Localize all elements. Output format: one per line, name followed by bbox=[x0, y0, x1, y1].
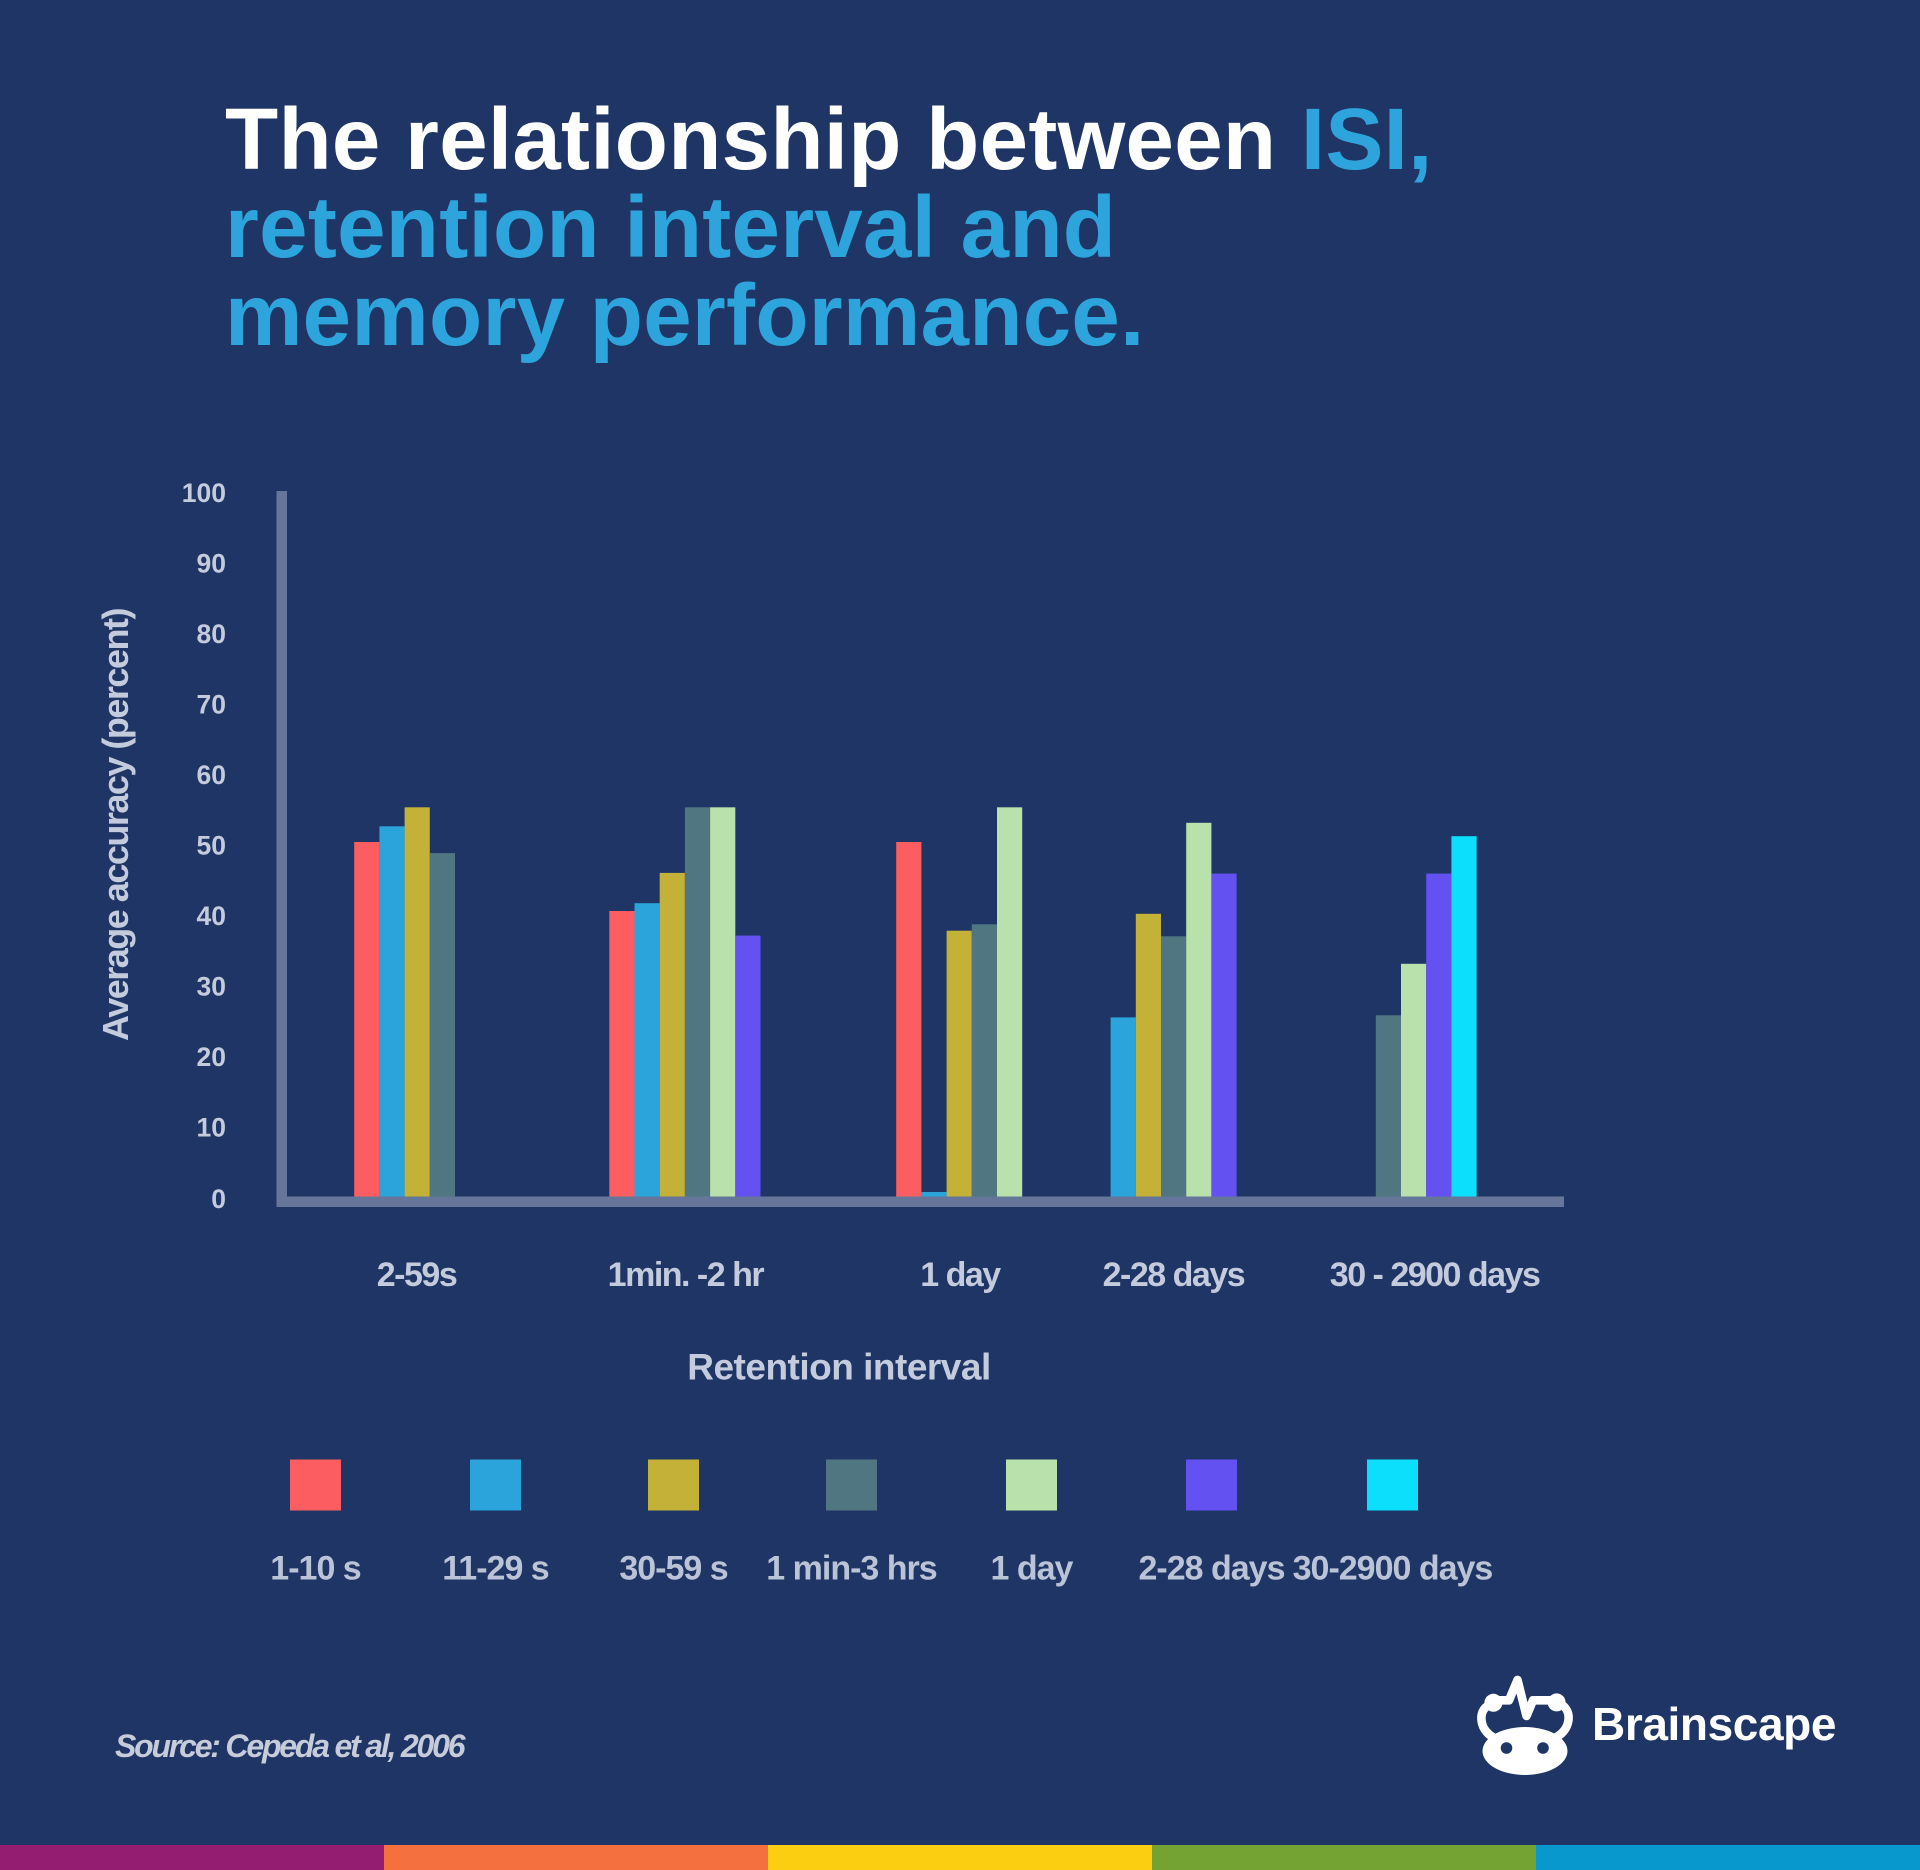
svg-text:1min. -2 hr: 1min. -2 hr bbox=[608, 1256, 765, 1294]
svg-text:Source: Cepeda et al, 2006: Source: Cepeda et al, 2006 bbox=[115, 1728, 466, 1764]
svg-text:Brainscape: Brainscape bbox=[1592, 1698, 1836, 1750]
svg-text:50: 50 bbox=[197, 831, 226, 861]
svg-text:11-29 s: 11-29 s bbox=[442, 1550, 549, 1588]
svg-text:30: 30 bbox=[197, 972, 226, 1002]
svg-text:80: 80 bbox=[197, 619, 226, 649]
svg-text:90: 90 bbox=[197, 549, 226, 579]
svg-text:Retention interval: Retention interval bbox=[687, 1347, 991, 1388]
svg-text:30-2900 days: 30-2900 days bbox=[1293, 1550, 1493, 1588]
svg-text:0: 0 bbox=[211, 1184, 226, 1214]
svg-text:1 day: 1 day bbox=[920, 1256, 1001, 1294]
svg-text:1-10 s: 1-10 s bbox=[270, 1550, 360, 1588]
svg-text:30-59 s: 30-59 s bbox=[619, 1550, 727, 1588]
svg-text:70: 70 bbox=[197, 690, 226, 720]
svg-text:40: 40 bbox=[197, 901, 226, 931]
svg-text:30 - 2900 days: 30 - 2900 days bbox=[1330, 1256, 1540, 1294]
svg-text:2-28 days: 2-28 days bbox=[1103, 1256, 1245, 1294]
svg-text:1 min-3 hrs: 1 min-3 hrs bbox=[766, 1550, 936, 1588]
svg-text:10: 10 bbox=[197, 1113, 226, 1143]
svg-text:20: 20 bbox=[197, 1042, 226, 1072]
svg-text:100: 100 bbox=[182, 478, 226, 508]
svg-text:Average accuracy (percent): Average accuracy (percent) bbox=[95, 609, 136, 1041]
svg-text:1 day: 1 day bbox=[991, 1550, 1074, 1588]
svg-text:2-59s: 2-59s bbox=[377, 1256, 457, 1294]
svg-text:2-28 days: 2-28 days bbox=[1139, 1550, 1285, 1588]
svg-text:60: 60 bbox=[197, 760, 226, 790]
